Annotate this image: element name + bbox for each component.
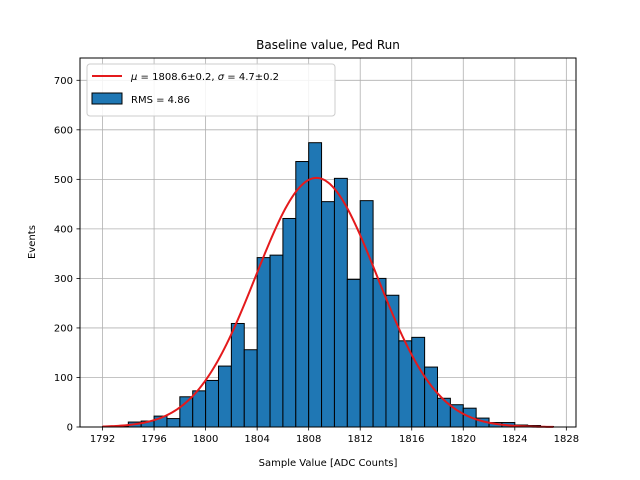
fit-curve-line: [102, 176, 554, 428]
gaussian-fit: [102, 176, 554, 428]
histogram-bar: [346, 278, 361, 428]
y-tick-label: 500: [54, 175, 73, 186]
y-tick-label: 200: [54, 323, 73, 334]
histogram-bar: [282, 217, 297, 428]
y-axis: 0 100 200 300 400 500 600 700: [54, 76, 80, 434]
histogram-bar: [269, 254, 284, 428]
histogram-bar: [230, 322, 245, 428]
x-tick-label: 1808: [296, 434, 321, 445]
legend-sigma-symbol: σ: [218, 72, 225, 83]
legend-mu-symbol: μ: [130, 72, 137, 83]
y-tick-label: 700: [54, 76, 73, 87]
histogram-bar: [372, 277, 387, 428]
x-tick-label: 1796: [141, 434, 166, 445]
legend-box: [86, 63, 336, 117]
x-tick-label: 1816: [399, 434, 424, 445]
legend-mu-text: = 1808.6±0.2,: [137, 72, 217, 83]
x-tick-label: 1804: [244, 434, 269, 445]
x-tick-label: 1792: [90, 434, 115, 445]
x-tick-label: 1820: [451, 434, 476, 445]
histogram-bar: [256, 257, 271, 428]
histogram-bar: [411, 336, 426, 428]
y-tick-label: 100: [54, 373, 73, 384]
x-tick-label: 1812: [347, 434, 372, 445]
histogram-bar: [295, 161, 310, 428]
histogram-bar: [217, 365, 232, 428]
y-tick-label: 0: [67, 423, 73, 434]
legend-hist-label: RMS = 4.86: [131, 95, 190, 106]
legend-sigma-text: = 4.7±0.2: [224, 72, 279, 83]
plot-frame: [79, 57, 577, 428]
y-axis-label: Events: [27, 225, 38, 259]
legend: μ = 1808.6±0.2, σ = 4.7±0.2 RMS = 4.86: [86, 63, 336, 117]
histogram-bar: [437, 397, 451, 428]
histogram-bar: [424, 366, 439, 428]
x-axis-label: Sample Value [ADC Counts]: [259, 458, 398, 469]
histogram-bar: [398, 340, 413, 428]
x-tick-label: 1824: [502, 434, 527, 445]
histogram-bar: [321, 201, 335, 428]
histogram-bar: [166, 418, 181, 428]
histogram-bar: [333, 177, 348, 428]
legend-hist-swatch: [91, 92, 123, 105]
y-tick-label: 600: [54, 125, 73, 136]
histogram-bar: [205, 379, 219, 428]
histogram-bar: [308, 142, 323, 428]
histogram-bar: [192, 390, 207, 428]
x-axis: 1792 1796 1800 1804 1808 1812 1816 1820 1824 1828: [90, 427, 579, 445]
x-tick-label: 1800: [193, 434, 218, 445]
x-tick-label: 1828: [554, 434, 579, 445]
chart-title: Baseline value, Ped Run: [256, 38, 400, 52]
y-tick-label: 300: [54, 274, 73, 285]
histogram-bar: [359, 200, 374, 428]
histogram-bar: [243, 349, 258, 428]
y-tick-label: 400: [54, 224, 73, 235]
legend-fit-label: μ = 1808.6±0.2, σ = 4.7±0.2: [130, 72, 279, 83]
